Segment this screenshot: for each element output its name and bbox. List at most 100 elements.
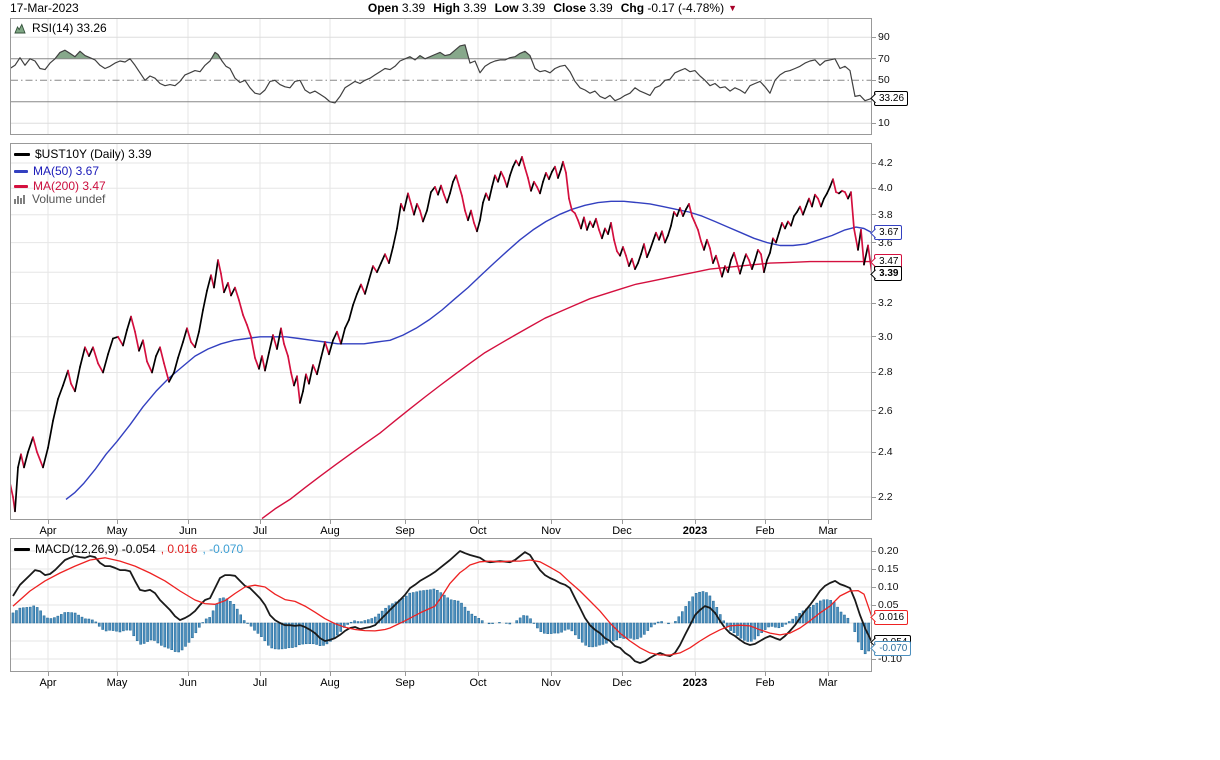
x-axis-tick <box>765 520 766 524</box>
x-axis-label: Aug <box>320 525 340 537</box>
x-axis-tick <box>765 672 766 676</box>
y-axis-tick <box>872 79 876 81</box>
y-axis-tick <box>872 242 876 244</box>
macd-legend: MACD(12,26,9) -0.054 , 0.016 , -0.070 <box>14 542 243 556</box>
x-axis-tick <box>260 520 261 524</box>
price-down-triangle-icon: ▼ <box>728 3 737 13</box>
y-axis-label-rsi: 50 <box>878 74 890 87</box>
price-legend-row: $UST10Y (Daily) 3.39 <box>14 147 152 161</box>
value-callout-rsi: 33.26 <box>870 90 909 106</box>
macd-signal-legend-label: , 0.016 <box>160 542 198 556</box>
y-axis-tick <box>872 496 876 498</box>
x-axis-label: Feb <box>755 525 775 537</box>
y-axis-label-price: 4.0 <box>878 182 893 195</box>
y-axis-label-macd: -0.10 <box>878 653 902 665</box>
x-axis-label: May <box>106 677 128 689</box>
value-callout-price: 3.67 <box>870 225 903 241</box>
price-line-swatch-icon <box>14 152 30 156</box>
x-axis-tick <box>478 672 479 676</box>
ohlc-field-value: -0.17 (-4.78%) <box>644 1 725 15</box>
x-axis-tick <box>48 520 49 524</box>
x-axis-tick <box>330 520 331 524</box>
x-axis-tick <box>117 672 118 676</box>
x-axis-label: Oct <box>469 677 487 689</box>
volume-bars-icon <box>14 195 25 204</box>
x-axis-label: Sep <box>395 677 415 689</box>
x-axis-tick <box>48 672 49 676</box>
y-axis-tick <box>872 302 876 304</box>
ohlc-field-label: Low <box>494 1 519 15</box>
x-axis-tick <box>405 520 406 524</box>
ohlc-field-value: 3.39 <box>586 1 613 15</box>
x-axis-tick <box>551 672 552 676</box>
x-axis-label: Aug <box>320 677 340 689</box>
x-axis-label: Jul <box>252 525 268 537</box>
y-axis-label-price: 3.0 <box>878 330 893 343</box>
ma50-legend-label: MA(50) 3.67 <box>33 164 100 178</box>
ohlc-summary: Open 3.39 High 3.39 Low 3.39 Close 3.39 Chg … <box>368 1 737 15</box>
ma50-line-swatch-icon <box>14 169 28 173</box>
x-axis-label: 2023 <box>682 525 708 537</box>
volume-legend-label: Volume undef <box>32 192 106 206</box>
x-axis-label: Apr <box>39 525 57 537</box>
ma50-legend-row: MA(50) 3.67 <box>14 164 99 178</box>
y-axis-label-price: 4.2 <box>878 157 893 169</box>
x-axis-tick <box>117 520 118 524</box>
x-axis-label: Nov <box>541 677 561 689</box>
y-axis-label-rsi: 70 <box>878 52 890 65</box>
x-axis-tick <box>330 672 331 676</box>
y-axis-tick <box>872 371 876 373</box>
y-axis-tick <box>872 36 876 38</box>
x-axis-label: Apr <box>39 677 57 689</box>
rsi-area-icon <box>14 22 26 33</box>
y-axis-label-price: 2.8 <box>878 366 893 379</box>
x-axis-label: Mar <box>818 525 838 537</box>
x-axis-label: May <box>106 525 128 537</box>
y-axis-label-macd: 0.05 <box>878 599 899 611</box>
x-axis-tick <box>405 672 406 676</box>
price-plot <box>10 143 872 520</box>
x-axis-tick <box>260 672 261 676</box>
macd-legend-label: MACD(12,26,9) -0.054 <box>35 542 156 556</box>
x-axis-tick <box>478 520 479 524</box>
y-axis-tick <box>872 162 876 164</box>
x-axis-label: Dec <box>612 525 632 537</box>
y-axis-tick <box>872 568 876 570</box>
rsi-legend-label: RSI(14) 33.26 <box>32 21 107 35</box>
ohlc-field-label: High <box>433 1 460 15</box>
x-axis-tick <box>188 672 189 676</box>
ohlc-field-value: 3.39 <box>518 1 546 15</box>
x-axis-tick <box>828 520 829 524</box>
ohlc-field-value: 3.39 <box>459 1 487 15</box>
ohlc-field-label: Chg <box>620 1 645 15</box>
y-axis-tick <box>872 658 876 660</box>
y-axis-tick <box>872 550 876 552</box>
macd-plot <box>10 538 872 672</box>
ma200-legend-label: MA(200) 3.47 <box>33 179 106 193</box>
x-axis-label: Sep <box>395 525 415 537</box>
y-axis-label-price: 3.2 <box>878 297 893 310</box>
x-axis-tick <box>695 520 696 524</box>
y-axis-tick <box>872 451 876 453</box>
x-axis-tick <box>828 672 829 676</box>
volume-legend-row: Volume undef <box>14 192 105 206</box>
y-axis-label-macd: 0.10 <box>878 581 899 593</box>
value-callout-macd: 0.016 <box>870 609 909 625</box>
x-axis-label: Jul <box>252 677 268 689</box>
x-axis-label: 2023 <box>682 677 708 689</box>
x-axis-label: Dec <box>612 677 632 689</box>
x-axis-label: Feb <box>755 677 775 689</box>
y-axis-tick <box>872 410 876 412</box>
y-axis-label-price: 2.2 <box>878 491 893 504</box>
y-axis-tick <box>872 122 876 124</box>
x-axis-tick <box>551 520 552 524</box>
ohlc-field-label: Open <box>367 1 399 15</box>
y-axis-tick <box>872 58 876 60</box>
x-axis-tick <box>622 520 623 524</box>
ohlc-field-value: 3.39 <box>398 1 426 15</box>
chart-date: 17-Mar-2023 <box>10 1 79 15</box>
y-axis-tick <box>872 214 876 216</box>
y-axis-label-macd: 0.15 <box>878 563 899 575</box>
ma200-legend-row: MA(200) 3.47 <box>14 179 106 193</box>
y-axis-tick <box>872 336 876 338</box>
